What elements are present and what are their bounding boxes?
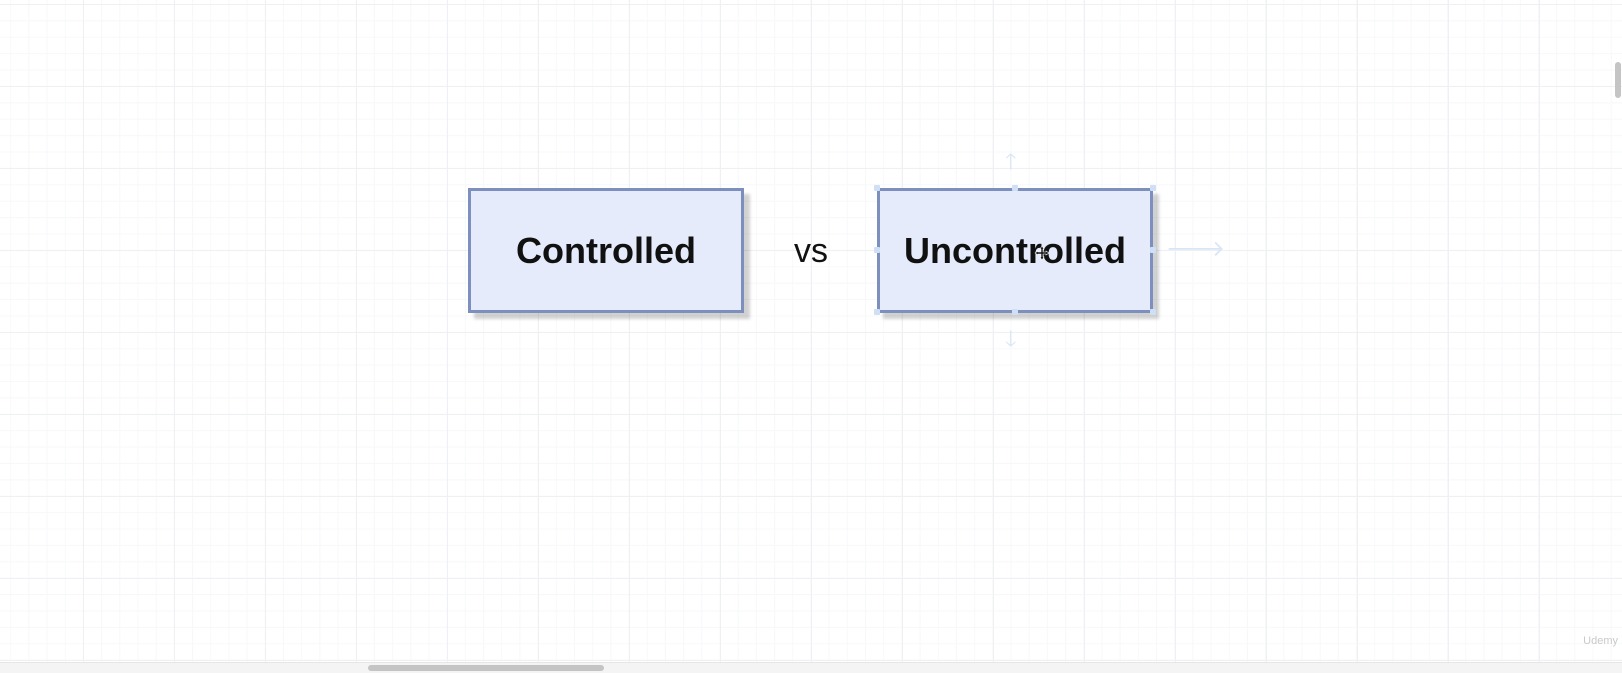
resize-handle-bottom-left[interactable] [874, 309, 880, 315]
resize-handle-bottom-right[interactable] [1150, 309, 1156, 315]
vertical-scrollbar[interactable] [1615, 62, 1621, 98]
horizontal-scrollbar-thumb[interactable] [368, 665, 604, 671]
resize-handle-top[interactable] [1012, 185, 1018, 191]
arrow-down-icon[interactable]: 🡓 [1005, 327, 1017, 352]
resize-handle-right[interactable] [1150, 247, 1156, 253]
arrow-up-icon[interactable]: 🡑 [1005, 150, 1017, 175]
shape-uncontrolled[interactable]: Uncontrolled [877, 188, 1153, 313]
arrow-right-icon[interactable]: 🡒 [1166, 237, 1225, 262]
vs-text[interactable]: vs [794, 232, 828, 270]
resize-handle-bottom[interactable] [1012, 309, 1018, 315]
shape-uncontrolled-label: Uncontrolled [904, 229, 1126, 271]
resize-handle-top-left[interactable] [874, 185, 880, 191]
move-cursor-icon [1034, 245, 1050, 261]
shape-controlled-label: Controlled [516, 229, 696, 271]
shape-controlled[interactable]: Controlled [468, 188, 744, 313]
resize-handle-left[interactable] [874, 247, 880, 253]
resize-handle-top-right[interactable] [1150, 185, 1156, 191]
udemy-watermark: Udemy [1583, 635, 1618, 647]
horizontal-scrollbar[interactable] [0, 662, 1622, 673]
